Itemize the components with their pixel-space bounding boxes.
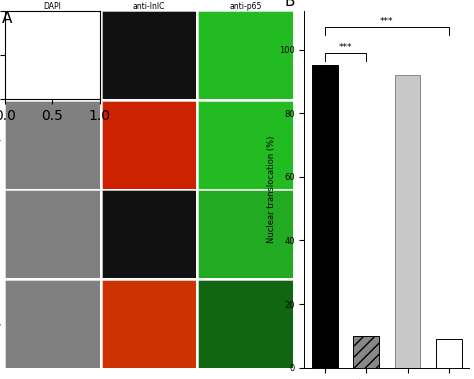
Bar [312,66,337,368]
Text: B: B [285,0,295,9]
Bar [395,75,420,368]
Text: ***: *** [339,43,352,52]
Title: DAPI: DAPI [43,2,61,11]
Text: A: A [2,11,13,27]
Title: anti-p65: anti-p65 [229,2,262,11]
Title: anti-InlC: anti-InlC [133,2,165,11]
Bar [353,336,379,368]
Bar [436,339,462,368]
Text: ***: *** [380,17,393,26]
Y-axis label: Nuclear translocation (%): Nuclear translocation (%) [267,136,276,243]
